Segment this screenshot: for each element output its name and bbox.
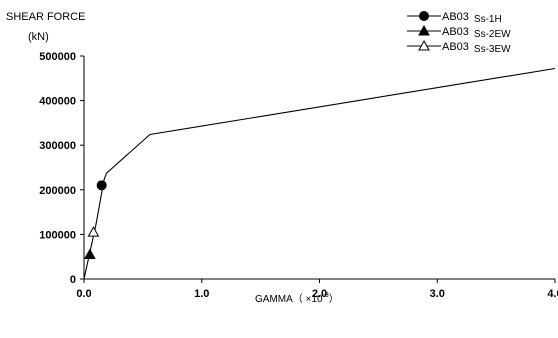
- legend-label-main: AB03: [442, 41, 469, 53]
- y-axis-title: SHEAR FORCE: [6, 11, 85, 23]
- y-tick-label: 400000: [39, 96, 76, 108]
- x-tick-label: 1.0: [194, 288, 209, 300]
- legend-label: AB03 Ss-1H: [442, 11, 502, 25]
- skeleton-curve-layer: [83, 67, 556, 280]
- x-tick-label: 4.0: [547, 288, 558, 300]
- y-tick-label: 200000: [39, 185, 76, 197]
- legend-label-sub: Ss-3EW: [474, 44, 511, 55]
- data-markers-layer: [84, 180, 107, 259]
- data-point-ss-1h: [96, 180, 107, 191]
- x-axis-title: GAMMA（ ×10-3）: [255, 292, 339, 305]
- legend-label-sub: Ss-1H: [474, 14, 502, 25]
- y-tick-label: 300000: [39, 140, 76, 152]
- data-point-ss-2ew: [84, 248, 96, 259]
- legend-label-sub: Ss-2EW: [474, 29, 511, 40]
- x-axis-title-exponent: -3: [323, 292, 329, 299]
- legend-label: AB03 Ss-2EW: [442, 26, 511, 40]
- x-tick-label: 0.0: [76, 288, 91, 300]
- x-tick-label: 2.0: [312, 288, 327, 300]
- y-tick-label: 0: [70, 274, 76, 286]
- legend-label-main: AB03: [442, 11, 469, 23]
- y-axis-unit: (kN): [28, 31, 49, 43]
- legend-marker: [418, 24, 430, 36]
- x-axis-title-main: GAMMA（ ×10: [255, 293, 323, 305]
- y-tick-label: 100000: [39, 229, 76, 241]
- axes: 0 100000 200000 300000 400000 500000 0.0 1.0 2.0…: [39, 51, 558, 300]
- skeleton-curve-line: [83, 67, 556, 280]
- legend-marker: [419, 11, 429, 21]
- legend-marker: [418, 39, 430, 51]
- legend: AB03 Ss-1H AB03 Ss-2EW AB03 Ss-3EW: [407, 11, 511, 55]
- data-point-ss-3ew: [87, 226, 100, 237]
- legend-label-main: AB03: [442, 26, 469, 38]
- x-axis-title-close: ）: [329, 293, 339, 305]
- legend-label: AB03 Ss-3EW: [442, 41, 511, 55]
- y-tick-label: 500000: [39, 51, 76, 63]
- x-tick-label: 3.0: [430, 288, 445, 300]
